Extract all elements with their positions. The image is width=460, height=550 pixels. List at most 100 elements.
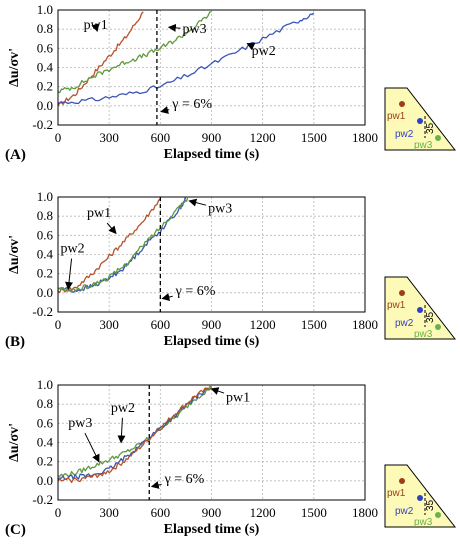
series-annotation: γ = 6% xyxy=(175,284,216,299)
annotation-arrow xyxy=(210,387,225,395)
pw3-sensor-label: pw3 xyxy=(414,517,433,528)
annotation-arrow xyxy=(188,198,207,207)
y-tick-label: 0.0 xyxy=(37,473,53,488)
series-annotation: γ = 6% xyxy=(164,472,205,487)
x-tick-label: 600 xyxy=(151,317,171,332)
y-tick-label: 0.6 xyxy=(37,40,54,55)
pw1-sensor-dot xyxy=(399,290,405,296)
chart-panel-1: -0.2 0.0 0.2 0.4 0.6 0.8 1.0 0 300 600 900 1200 1500… xyxy=(5,2,457,163)
pw2-sensor-dot xyxy=(417,495,423,501)
series-annotation: pw3 xyxy=(68,416,92,431)
series-annotation: pw2 xyxy=(61,242,85,257)
series-annotation: pw1 xyxy=(87,206,111,221)
y-tick-label: 1.0 xyxy=(37,189,53,204)
y-tick-label: -0.2 xyxy=(32,492,53,507)
y-tick-label: 0.4 xyxy=(37,247,54,262)
y-tick-label: 0.2 xyxy=(37,79,53,94)
pw3-sensor-label: pw3 xyxy=(414,140,433,151)
pw3-sensor-dot xyxy=(435,512,441,518)
pw1-sensor-dot xyxy=(399,101,405,107)
annotation-arrow xyxy=(160,106,170,114)
x-tick-label: 300 xyxy=(99,130,119,145)
x-tick-label: 600 xyxy=(151,130,171,145)
x-tick-label: 600 xyxy=(151,505,171,520)
y-tick-label: 0.6 xyxy=(37,415,54,430)
annotation-arrow xyxy=(65,258,73,290)
dimension-label: 35 xyxy=(425,122,436,134)
x-tick-label: 1200 xyxy=(250,505,276,520)
x-axis-title: Elapsed time (s) xyxy=(164,147,260,162)
y-tick-label: 0.0 xyxy=(37,285,53,300)
y-tick-label: 1.0 xyxy=(37,377,53,392)
x-tick-label: 900 xyxy=(202,130,222,145)
y-tick-label: 1.0 xyxy=(37,2,53,17)
series-line-pw2 xyxy=(57,12,315,105)
pw3-sensor-label: pw3 xyxy=(414,329,433,340)
annotation-arrow xyxy=(106,222,117,235)
series-line-pw1 xyxy=(57,198,161,294)
chart-panel-2: -0.2 0.0 0.2 0.4 0.6 0.8 1.0 0 300 600 900 1200 1500… xyxy=(5,189,457,350)
pw1-sensor-label: pw1 xyxy=(387,488,406,499)
series-annotation: pw1 xyxy=(226,390,250,405)
x-tick-label: 0 xyxy=(55,130,62,145)
x-tick-label: 0 xyxy=(55,505,62,520)
y-tick-label: 0.8 xyxy=(37,396,53,411)
pw2-sensor-label: pw2 xyxy=(395,318,414,329)
pw2-sensor-dot xyxy=(417,118,423,124)
y-tick-label: 0.4 xyxy=(37,435,54,450)
panel-label: (C) xyxy=(5,522,26,538)
annotation-arrow xyxy=(246,43,256,51)
annotation-arrow xyxy=(117,417,126,444)
annotation-arrow xyxy=(167,23,181,32)
x-axis-title: Elapsed time (s) xyxy=(164,522,260,537)
dimension-label: 35 xyxy=(425,499,436,511)
y-tick-label: 0.8 xyxy=(37,21,53,36)
panel-label: (B) xyxy=(5,334,25,350)
y-tick-label: 0.2 xyxy=(37,266,53,281)
x-tick-label: 300 xyxy=(99,505,119,520)
y-axis-title: Δu/σv' xyxy=(7,423,22,462)
series-line-pw3 xyxy=(57,11,212,94)
series-annotation: pw1 xyxy=(84,18,108,33)
plot-frame xyxy=(57,9,366,126)
x-axis-title: Elapsed time (s) xyxy=(164,334,260,349)
annotation-arrow xyxy=(84,432,100,463)
x-tick-label: 300 xyxy=(99,317,119,332)
y-axis-title: Δu/σv' xyxy=(7,235,22,274)
pw1-sensor-label: pw1 xyxy=(387,300,406,311)
pw2-sensor-label: pw2 xyxy=(395,129,414,140)
y-tick-label: 0.0 xyxy=(37,98,53,113)
chart-panel-3: -0.2 0.0 0.2 0.4 0.6 0.8 1.0 0 300 600 900 1200 1500… xyxy=(5,377,457,538)
pw3-sensor-dot xyxy=(435,135,441,141)
y-tick-label: 0.8 xyxy=(37,208,53,223)
dimension-label: 35 xyxy=(425,311,436,323)
x-tick-label: 1200 xyxy=(250,130,276,145)
series-annotation: pw3 xyxy=(183,22,207,37)
x-tick-label: 1500 xyxy=(301,130,327,145)
pw1-sensor-dot xyxy=(399,478,405,484)
series-line-pw1 xyxy=(57,386,213,484)
x-tick-label: 1200 xyxy=(250,317,276,332)
y-axis-title: Δu/σv' xyxy=(7,48,22,87)
pw2-sensor-dot xyxy=(417,307,423,313)
x-tick-label: 1800 xyxy=(352,130,378,145)
x-tick-label: 900 xyxy=(202,505,222,520)
x-tick-label: 1800 xyxy=(352,505,378,520)
x-tick-label: 1500 xyxy=(301,317,327,332)
x-tick-label: 900 xyxy=(202,317,222,332)
x-tick-label: 1500 xyxy=(301,505,327,520)
series-annotation: γ = 6% xyxy=(171,97,212,112)
series-annotation: pw2 xyxy=(111,401,135,416)
y-tick-label: 0.6 xyxy=(37,227,54,242)
y-tick-label: 0.2 xyxy=(37,454,53,469)
pw3-sensor-dot xyxy=(435,324,441,330)
series-line-pw1 xyxy=(57,11,144,107)
annotation-arrow xyxy=(161,293,173,301)
plot-frame xyxy=(57,196,366,313)
series-line-pw3 xyxy=(57,197,189,293)
pw2-sensor-label: pw2 xyxy=(395,506,414,517)
panel-label: (A) xyxy=(5,147,26,163)
